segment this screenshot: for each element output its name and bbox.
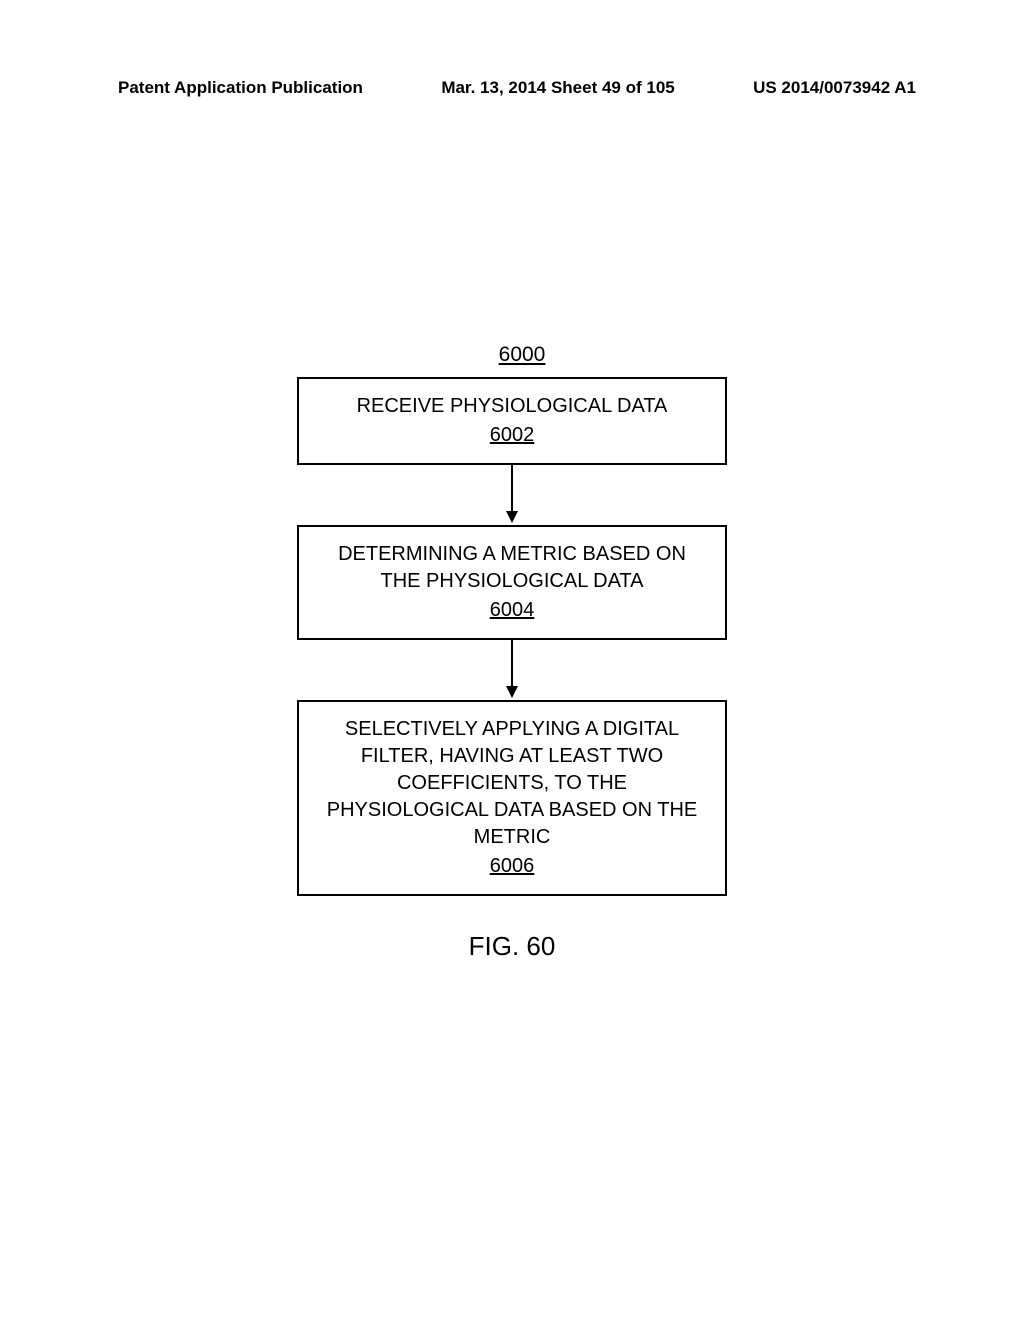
page-header: Patent Application Publication Mar. 13, … — [0, 78, 1024, 98]
node-text: RECEIVE PHYSIOLOGICAL DATA — [357, 395, 668, 417]
node-reference: 6002 — [317, 422, 707, 449]
arrow-down-icon — [502, 465, 522, 525]
node-reference: 6006 — [317, 853, 707, 880]
flowchart-node-receive: RECEIVE PHYSIOLOGICAL DATA 6002 — [297, 377, 727, 465]
node-text: SELECTIVELY APPLYING A DIGITAL FILTER, H… — [327, 718, 697, 848]
flowchart-node-apply-filter: SELECTIVELY APPLYING A DIGITAL FILTER, H… — [297, 700, 727, 896]
flowchart-diagram: 6000 RECEIVE PHYSIOLOGICAL DATA 6002 DET… — [297, 343, 727, 962]
header-date-sheet: Mar. 13, 2014 Sheet 49 of 105 — [441, 78, 674, 98]
figure-caption: FIG. 60 — [469, 931, 556, 962]
node-reference: 6004 — [317, 597, 707, 624]
flowchart-node-determine: DETERMINING A METRIC BASED ON THE PHYSIO… — [297, 525, 727, 640]
arrow-down-icon — [502, 640, 522, 700]
header-patent-number: US 2014/0073942 A1 — [753, 78, 916, 98]
header-publication-type: Patent Application Publication — [118, 78, 363, 98]
node-text: DETERMINING A METRIC BASED ON THE PHYSIO… — [338, 543, 686, 592]
diagram-reference-number: 6000 — [499, 343, 546, 367]
